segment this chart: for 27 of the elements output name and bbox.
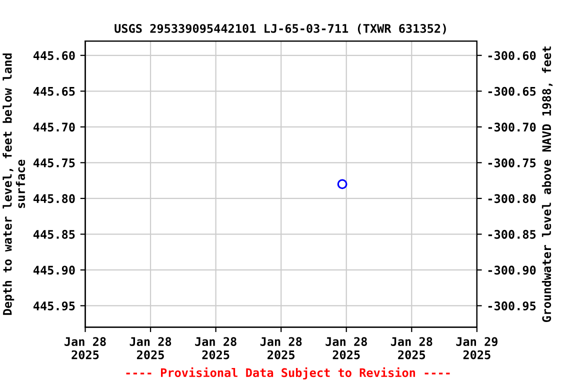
text: ---- Provisional Data Subject to Revision ----	[126, 367, 450, 380]
y-tick-label: 445.70	[33, 122, 75, 132]
y-tick-label: 445.75	[33, 158, 75, 168]
chart-title: USGS 295339095442101 LJ-65-03-711 (TXWR 631352)	[114, 24, 446, 34]
x-tick-label: Jan 28 2025	[195, 337, 236, 360]
y-tick-label: 445.80	[33, 194, 75, 204]
x-tick-label: Jan 28 2025	[130, 337, 172, 360]
x-tick-label: Jan 28 2025	[64, 337, 106, 360]
y-axis-title: Depth to water level, feet below land surface	[2, 54, 26, 315]
y-tick-label: 445.95	[33, 302, 75, 310]
y2-axis-title: Groundwater level above NAVD 1988, feet	[542, 46, 553, 322]
y-tick-label: 445.65	[33, 86, 75, 96]
y-tick-label: 445.85	[33, 230, 75, 239]
x-tick-label: Jan 28 2025	[326, 337, 367, 360]
y2-tick-label: -300.95	[488, 301, 536, 310]
y2-tick-label: -300.60	[488, 51, 536, 60]
x-tick-label: Jan 28 2025	[390, 337, 432, 360]
y2-tick-label: -300.65	[488, 86, 536, 96]
y-tick-label: 445.60	[33, 51, 75, 60]
x-tick-label: Jan 28 2025	[260, 337, 302, 360]
y2-tick-label: -300.80	[488, 194, 536, 204]
x-tick-label: Jan 29 2025	[456, 337, 498, 360]
y2-tick-label: -300.85	[488, 230, 536, 239]
y2-tick-label: -300.90	[488, 266, 536, 275]
y2-tick-label: -300.75	[488, 158, 536, 168]
y-tick-label: 445.90	[33, 266, 75, 275]
y2-tick-label: -300.70	[488, 122, 536, 132]
